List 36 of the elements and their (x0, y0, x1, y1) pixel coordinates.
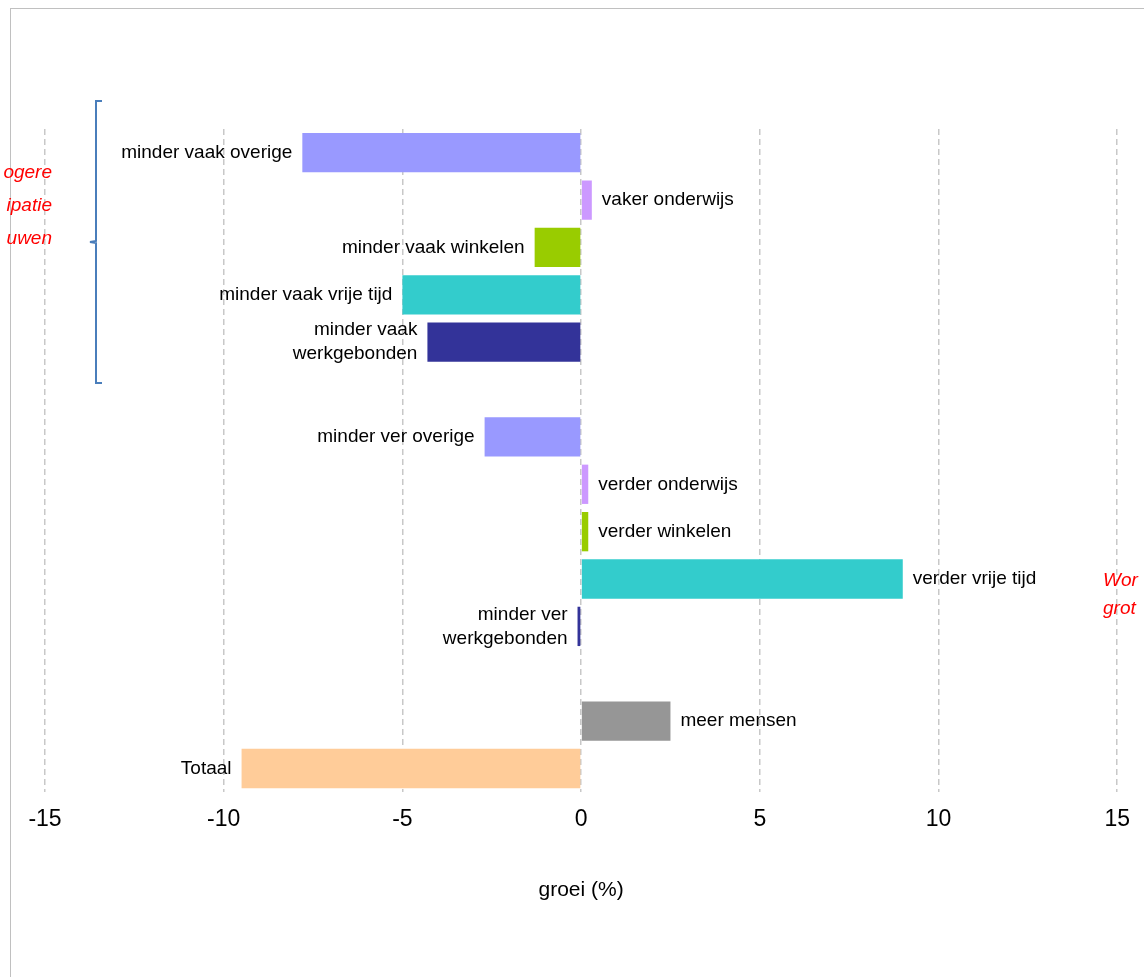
bar (302, 133, 581, 173)
x-tick-label: -15 (28, 805, 62, 832)
y-tick-label: minder vaak overige (121, 140, 293, 162)
x-tick-label: -10 (207, 805, 241, 832)
y-tick-label: verder onderwijs (598, 472, 738, 494)
annotation: ogere (2, 160, 52, 184)
bar (581, 701, 671, 741)
annotation: ipatie (5, 193, 52, 217)
bar (241, 748, 581, 789)
annotation: grot (1103, 596, 1138, 620)
y-tick-label: minder vaak werkgebonden (291, 318, 418, 364)
y-tick-label: minder vaak winkelen (341, 235, 525, 257)
bar (427, 322, 581, 362)
y-tick-label: minder ver overige (317, 425, 475, 447)
bar (581, 180, 592, 220)
x-tick-label: 10 (925, 805, 952, 832)
x-tick-label: -5 (392, 805, 413, 832)
y-tick-label: verder vrije tijd (912, 567, 1037, 589)
annotation: uwen (5, 226, 52, 250)
y-tick-label: minder vaak vrije tijd (219, 283, 393, 305)
x-axis-title: groei (%) (538, 877, 624, 901)
y-tick-label: vaker onderwijs (601, 188, 734, 210)
bar (581, 559, 903, 599)
bar (402, 275, 581, 315)
bar (581, 464, 589, 504)
x-tick-label: 15 (1104, 805, 1131, 832)
y-tick-label: Totaal (180, 756, 232, 778)
x-tick-label: 5 (753, 805, 767, 832)
bar (484, 417, 581, 457)
annotation: Wor (1103, 568, 1138, 592)
y-tick-label: minder ver werkgebonden (441, 602, 569, 648)
bar (581, 512, 589, 552)
bar (534, 227, 581, 268)
y-tick-label: meer mensen (680, 709, 797, 731)
x-tick-label: 0 (574, 805, 588, 832)
y-tick-label: verder winkelen (598, 519, 732, 541)
